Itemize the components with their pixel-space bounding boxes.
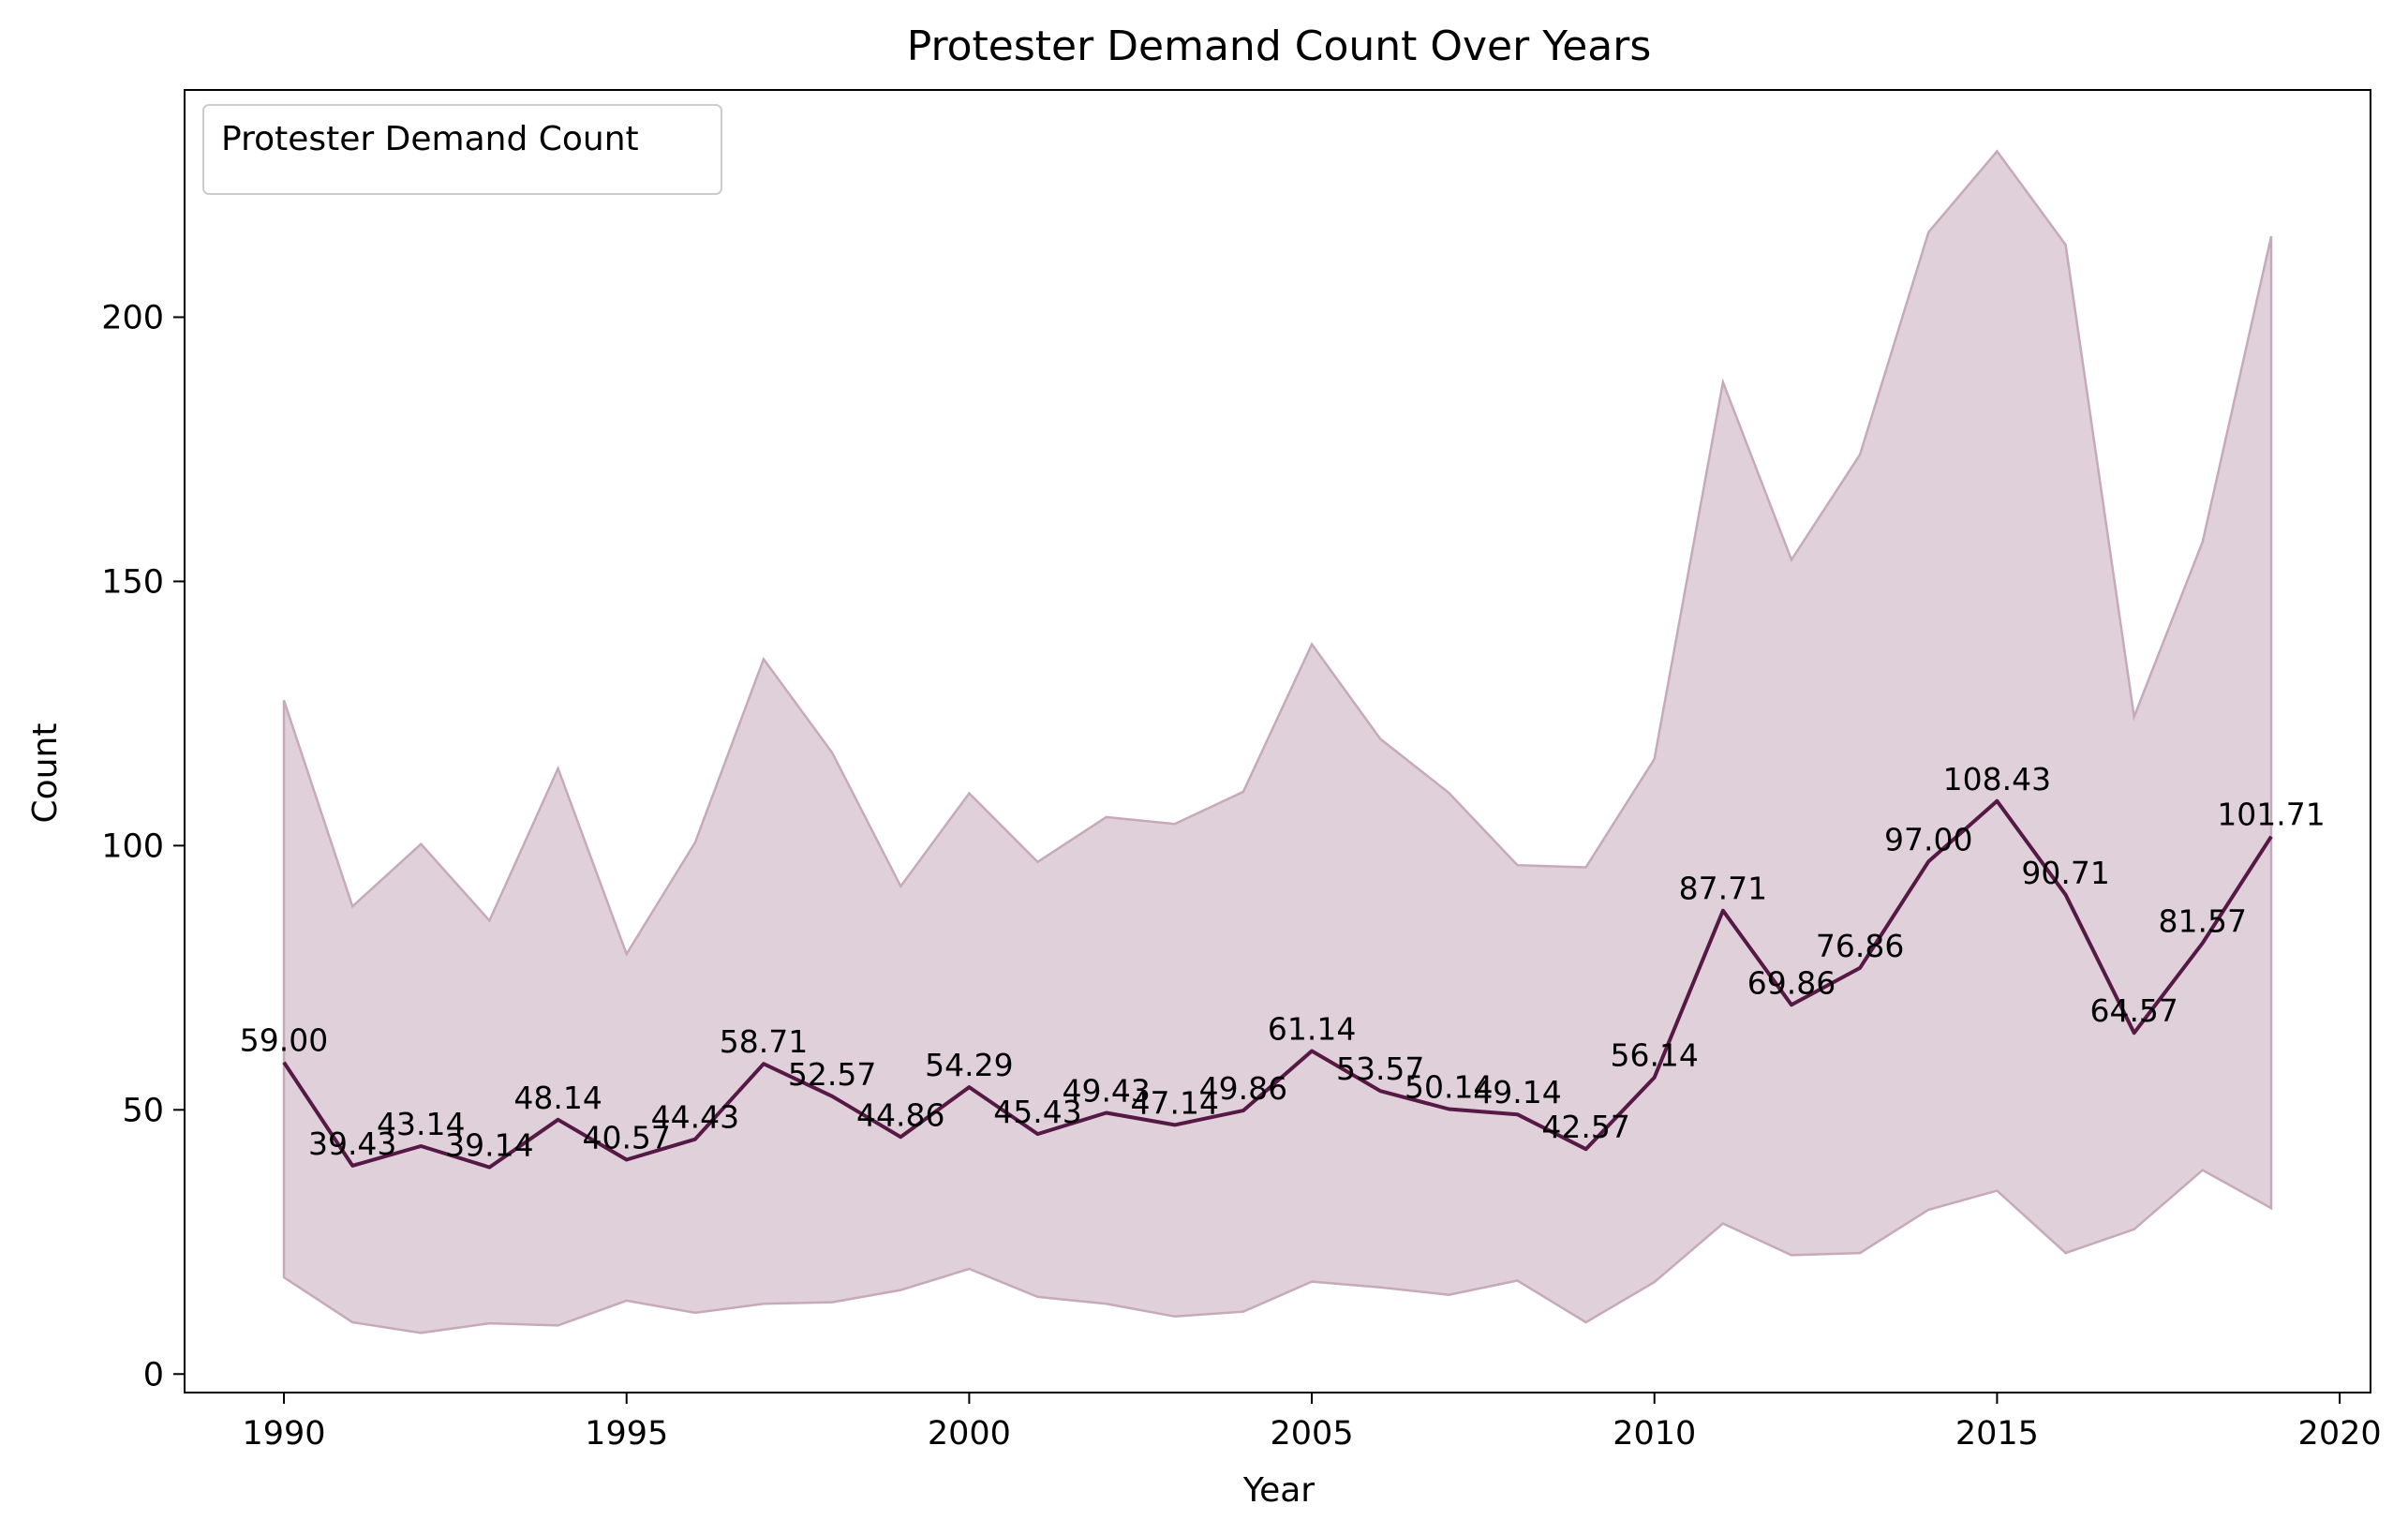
data-label: 52.57 <box>788 1056 876 1093</box>
series-line <box>282 798 2273 1170</box>
data-label: 42.57 <box>1541 1109 1629 1145</box>
legend-title: Protester Demand Count <box>221 120 639 158</box>
data-label: 69.86 <box>1747 964 1836 1001</box>
data-label: 108.43 <box>1943 761 2051 797</box>
data-label: 44.86 <box>856 1096 944 1133</box>
x-axis-label: Year <box>1242 1471 1315 1510</box>
x-tick-label: 2000 <box>928 1415 1011 1453</box>
data-label: 49.14 <box>1473 1074 1561 1110</box>
data-label: 76.86 <box>1816 928 1904 964</box>
y-axis-label: Count <box>26 723 65 824</box>
data-label: 90.71 <box>2021 855 2109 891</box>
data-label: 59.00 <box>240 1022 328 1059</box>
data-label: 50.14 <box>1405 1069 1493 1106</box>
x-tick-label: 1995 <box>585 1415 668 1453</box>
data-label: 97.00 <box>1884 821 1972 857</box>
x-axis-ticks: 1990 1995 2000 2005 2010 2015 2020 <box>243 1393 2382 1453</box>
data-label: 54.29 <box>925 1047 1013 1083</box>
data-label: 53.57 <box>1336 1051 1424 1087</box>
chart-title: Protester Demand Count Over Years <box>907 22 1652 70</box>
data-label: 58.71 <box>720 1023 808 1060</box>
legend: Protester Demand Count <box>202 104 722 195</box>
x-tick-label: 2020 <box>2298 1415 2382 1453</box>
data-label: 39.43 <box>308 1125 396 1162</box>
y-tick-label: 150 <box>101 563 164 601</box>
data-label: 101.71 <box>2217 797 2325 833</box>
data-label: 47.14 <box>1131 1084 1219 1121</box>
data-label: 40.57 <box>582 1120 670 1156</box>
data-label: 61.14 <box>1268 1011 1356 1048</box>
data-label: 45.43 <box>993 1094 1081 1130</box>
legend-box <box>202 104 722 195</box>
data-label: 56.14 <box>1610 1037 1698 1074</box>
data-label: 43.14 <box>377 1106 465 1142</box>
plot-frame <box>184 89 2371 1393</box>
x-tick-label: 1990 <box>243 1415 326 1453</box>
data-label: 64.57 <box>2089 992 2178 1029</box>
data-label: 44.43 <box>651 1099 739 1136</box>
data-label: 87.71 <box>1679 871 1767 907</box>
data-label: 81.57 <box>2159 902 2247 939</box>
data-label: 49.86 <box>1199 1070 1287 1107</box>
y-tick-label: 200 <box>101 299 164 336</box>
y-tick-label: 50 <box>122 1092 164 1129</box>
confidence-band-layer <box>282 149 2273 1334</box>
y-axis-ticks: 0 50 100 150 200 <box>101 299 185 1393</box>
y-tick-label: 0 <box>143 1356 164 1393</box>
x-tick-label: 2010 <box>1613 1415 1696 1453</box>
data-label: 48.14 <box>513 1080 602 1116</box>
confidence-band <box>282 149 2273 1334</box>
data-label: 39.14 <box>445 1127 533 1164</box>
series-line-layer <box>282 798 2273 1170</box>
x-tick-label: 2005 <box>1271 1415 1354 1453</box>
y-tick-label: 100 <box>101 827 164 865</box>
data-label: 49.43 <box>1062 1073 1150 1110</box>
x-tick-label: 2015 <box>1955 1415 2039 1453</box>
